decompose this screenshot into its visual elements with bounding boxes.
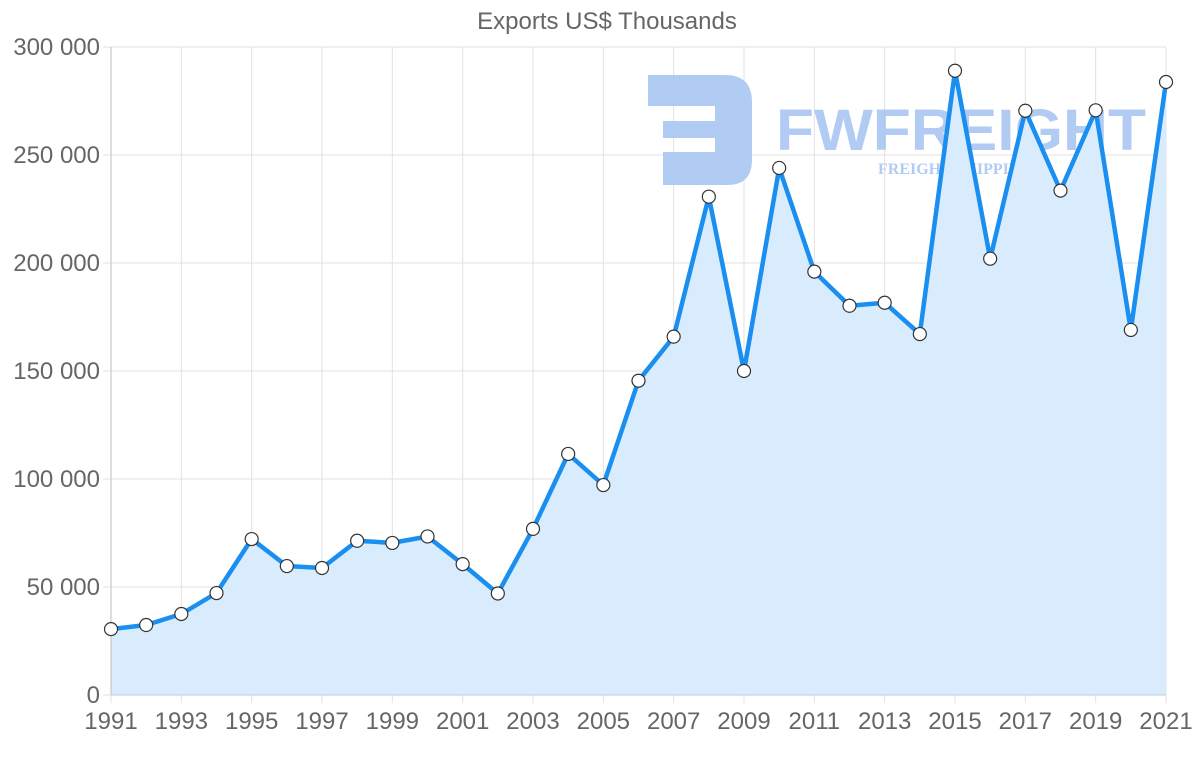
data-point[interactable] <box>1123 322 1138 338</box>
data-point[interactable] <box>772 160 787 176</box>
watermark-logo-icon <box>648 75 752 185</box>
x-tick-label: 2017 <box>999 708 1052 735</box>
x-tick-label: 1993 <box>155 708 208 735</box>
data-point[interactable] <box>525 521 541 536</box>
x-tick-label: 1995 <box>225 708 278 735</box>
y-tick-label: 200 000 <box>13 250 100 277</box>
data-point[interactable] <box>561 446 576 462</box>
y-tick-label: 300 000 <box>13 34 100 61</box>
x-tick-label: 2007 <box>647 708 700 735</box>
data-point[interactable] <box>877 295 892 310</box>
data-point[interactable] <box>1018 103 1033 118</box>
x-tick-label: 2009 <box>717 708 770 735</box>
data-point[interactable] <box>736 363 752 379</box>
data-point[interactable] <box>490 586 505 601</box>
data-point[interactable] <box>279 558 294 574</box>
data-point[interactable] <box>244 531 259 547</box>
data-point[interactable] <box>420 529 435 544</box>
axes <box>110 47 1166 696</box>
data-point[interactable] <box>842 298 857 313</box>
y-axis-labels: 0 50 000 100 000 150 000 200 000 250 000 300 0… <box>13 34 100 709</box>
y-tick-label: 250 000 <box>13 142 100 169</box>
data-point[interactable] <box>174 606 189 622</box>
data-point[interactable] <box>455 557 470 572</box>
data-point[interactable] <box>701 189 716 204</box>
x-tick-label: 2013 <box>858 708 911 735</box>
data-point[interactable] <box>1053 183 1068 198</box>
x-tick-label: 2001 <box>436 708 489 735</box>
data-point[interactable] <box>139 617 154 633</box>
x-tick-label: 1997 <box>295 708 348 735</box>
chart-title: Exports US$ Thousands <box>477 8 737 35</box>
data-point[interactable] <box>947 63 963 78</box>
data-point[interactable] <box>209 585 224 601</box>
data-point[interactable] <box>666 329 681 344</box>
x-tick-label: 2021 <box>1139 708 1192 735</box>
y-tick-label: 150 000 <box>13 358 100 385</box>
x-tick-label: 1991 <box>84 708 137 735</box>
x-tick-label: 2003 <box>506 708 559 735</box>
x-tick-label: 2019 <box>1069 708 1122 735</box>
data-point[interactable] <box>350 533 365 548</box>
x-tick-label: 2011 <box>789 708 841 735</box>
x-tick-label: 2015 <box>928 708 981 735</box>
data-point[interactable] <box>912 326 927 342</box>
y-tick-label: 50 000 <box>27 574 100 601</box>
x-axis-labels: 1991 1993 1995 1997 1999 2001 2003 2005 2007 2009… <box>84 708 1192 735</box>
data-point[interactable] <box>1088 103 1103 118</box>
data-point[interactable] <box>631 373 646 388</box>
x-tick-label: 2005 <box>577 708 630 735</box>
data-point[interactable] <box>314 560 330 576</box>
y-tick-label: 100 000 <box>13 466 100 493</box>
x-tick-label: 1999 <box>366 708 419 735</box>
data-points <box>103 63 1174 637</box>
y-tick-label: 0 <box>87 682 100 709</box>
data-point[interactable] <box>983 251 998 266</box>
data-point[interactable] <box>103 622 119 637</box>
data-point[interactable] <box>385 535 400 551</box>
data-point[interactable] <box>1158 74 1174 90</box>
data-point[interactable] <box>807 264 822 279</box>
data-point[interactable] <box>596 477 611 493</box>
